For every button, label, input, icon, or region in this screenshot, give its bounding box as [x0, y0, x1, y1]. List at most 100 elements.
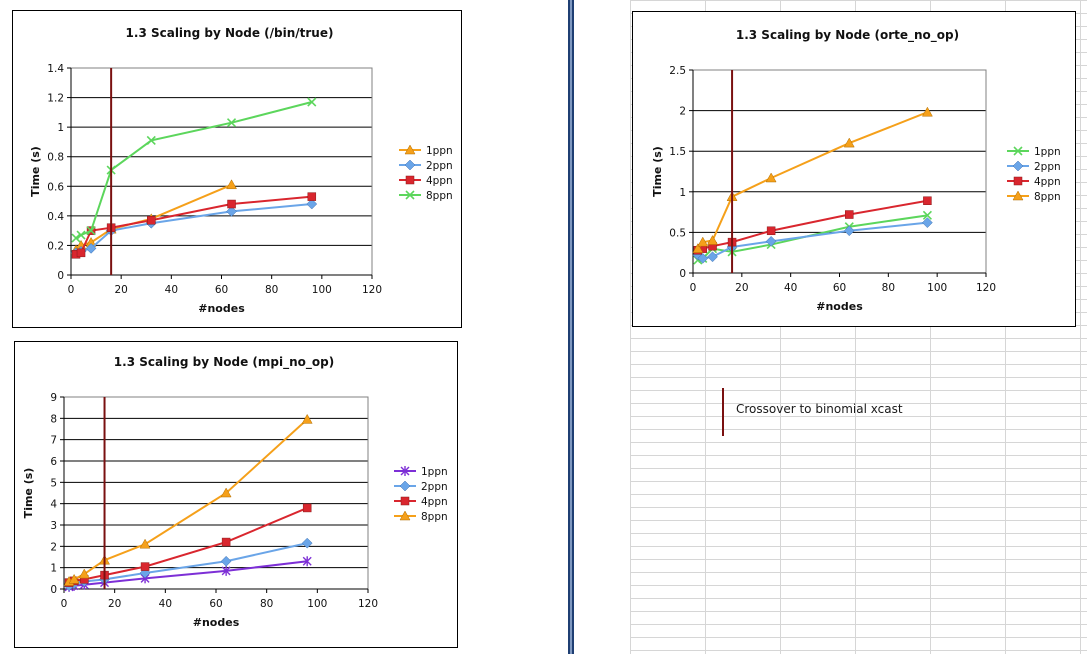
- data-point-2ppn: [85, 243, 97, 254]
- data-point-4ppn: [76, 248, 86, 258]
- data-point-8ppn: [146, 135, 156, 146]
- y-tick-label: 0.4: [47, 211, 64, 223]
- crossover-indicator-line: [722, 388, 724, 436]
- x-axis-label: #nodes: [193, 616, 240, 629]
- data-point-8ppn: [68, 573, 80, 584]
- legend-label: 4ppn: [1034, 176, 1061, 188]
- y-axis-label: Time (s): [29, 146, 42, 197]
- legend: 1ppn 2ppn 4ppn 8ppn: [1007, 146, 1061, 203]
- data-point-8ppn: [78, 568, 90, 579]
- y-axis-label: Time (s): [22, 468, 35, 519]
- x-tick-label: 20: [108, 598, 121, 610]
- data-point-2ppn: [301, 537, 313, 549]
- legend-label: 4ppn: [421, 496, 448, 508]
- x-tick-label: 80: [260, 598, 273, 610]
- y-tick-label: 0: [57, 270, 64, 282]
- chart-orte-no-op-svg: 1.3 Scaling by Node (orte_no_op) 0 0.5 1 1.5…: [651, 28, 1061, 313]
- chart-title: 1.3 Scaling by Node (mpi_no_op): [114, 355, 334, 370]
- chart-orte-no-op[interactable]: 1.3 Scaling by Node (orte_no_op) 0 0.5 1 1.5…: [632, 11, 1076, 327]
- legend-marker-1ppn: [400, 466, 410, 476]
- y-tick-label: 2: [679, 106, 686, 118]
- data-point-1ppn: [226, 179, 237, 190]
- data-point-8ppn: [307, 97, 317, 107]
- y-tick-label: 0.2: [47, 240, 64, 252]
- data-point-1ppn: [302, 556, 312, 567]
- data-point-1ppn: [221, 565, 231, 576]
- chart-mpi-no-op-svg: 1.3 Scaling by Node (mpi_no_op) 0 1 2 3 4 5 6 7 8…: [22, 355, 448, 629]
- chart-title: 1.3 Scaling by Node (/bin/true): [126, 26, 334, 40]
- data-point-8ppn: [220, 487, 232, 498]
- data-point-8ppn: [921, 106, 933, 117]
- x-tick-label: 80: [882, 282, 895, 294]
- data-point-4ppn: [221, 537, 231, 547]
- data-point-4ppn: [302, 503, 312, 513]
- y-tick-label: 1: [50, 563, 57, 575]
- data-point-8ppn: [707, 235, 718, 245]
- legend-label: 8ppn: [421, 511, 448, 523]
- data-point-8ppn: [697, 236, 709, 247]
- legend-marker-8ppn: [1012, 190, 1024, 201]
- page-break-divider: [568, 0, 574, 654]
- data-point-4ppn: [140, 562, 150, 571]
- y-tick-label: 1: [679, 187, 686, 199]
- legend-marker-2ppn: [1012, 160, 1024, 172]
- legend-label: 2ppn: [421, 481, 448, 493]
- data-point-8ppn: [76, 230, 86, 240]
- legend-label: 1ppn: [426, 145, 453, 157]
- crossover-note-text: Crossover to binomial xcast: [736, 402, 903, 416]
- data-point-8ppn: [71, 233, 81, 243]
- legend-marker-1ppn: [404, 144, 416, 155]
- x-tick-label: 120: [358, 598, 378, 610]
- data-point-2ppn: [922, 217, 933, 229]
- x-tick-label: 20: [114, 284, 127, 296]
- data-point-2ppn: [306, 198, 318, 210]
- y-tick-label: 3: [50, 520, 57, 532]
- data-point-2ppn: [697, 253, 709, 264]
- y-tick-label: 0.5: [669, 227, 686, 239]
- data-point-8ppn: [692, 243, 704, 253]
- legend-label: 1ppn: [1034, 146, 1061, 158]
- x-tick-label: 60: [833, 282, 846, 294]
- y-tick-label: 1.4: [47, 63, 64, 75]
- data-point-8ppn: [139, 538, 151, 549]
- data-point-4ppn: [766, 226, 776, 236]
- x-axis-label: #nodes: [816, 300, 863, 313]
- data-point-2ppn: [707, 251, 718, 263]
- x-tick-label: 20: [735, 282, 748, 294]
- data-point-4ppn: [307, 192, 317, 201]
- legend: 1ppn 2ppn 4ppn 8ppn: [399, 144, 453, 202]
- data-point-4ppn: [227, 199, 236, 209]
- y-tick-label: 2: [50, 541, 57, 553]
- chart-mpi-no-op[interactable]: 1.3 Scaling by Node (mpi_no_op) 0 1 2 3 4 5 6 7 8…: [14, 341, 458, 648]
- y-tick-label: 1: [57, 122, 64, 134]
- legend-label: 8ppn: [1034, 191, 1061, 203]
- legend-label: 2ppn: [426, 160, 453, 172]
- legend-marker-2ppn: [399, 480, 411, 492]
- chart-bin-true[interactable]: 1.3 Scaling by Node (/bin/true) 0 0.2 0.4 0.…: [12, 10, 462, 328]
- legend-marker-4ppn: [405, 175, 415, 185]
- x-tick-label: 120: [362, 284, 382, 296]
- data-point-2ppn: [220, 555, 232, 567]
- y-axis-label: Time (s): [651, 146, 664, 197]
- x-tick-label: 40: [165, 284, 178, 296]
- legend: 1ppn 2ppn 4ppn 8ppn: [394, 466, 448, 523]
- data-point-2ppn: [226, 206, 237, 217]
- x-tick-label: 40: [784, 282, 797, 294]
- legend-marker-8ppn: [399, 510, 411, 521]
- y-tick-label: 2.5: [669, 65, 686, 77]
- x-tick-label: 60: [215, 284, 228, 296]
- y-tick-label: 1.5: [669, 146, 686, 158]
- data-point-8ppn: [226, 118, 237, 128]
- legend-label: 1ppn: [421, 466, 448, 478]
- legend-marker-1ppn: [1013, 146, 1023, 156]
- data-point-8ppn: [765, 172, 777, 183]
- legend-label: 8ppn: [426, 190, 453, 202]
- legend-marker-2ppn: [404, 159, 416, 171]
- y-tick-label: 4: [50, 499, 57, 511]
- y-tick-label: 0.8: [47, 152, 64, 164]
- y-tick-label: 5: [50, 477, 57, 489]
- x-tick-label: 100: [927, 282, 947, 294]
- legend-marker-8ppn: [405, 190, 415, 200]
- x-tick-label: 60: [209, 598, 222, 610]
- data-point-4ppn: [845, 210, 854, 219]
